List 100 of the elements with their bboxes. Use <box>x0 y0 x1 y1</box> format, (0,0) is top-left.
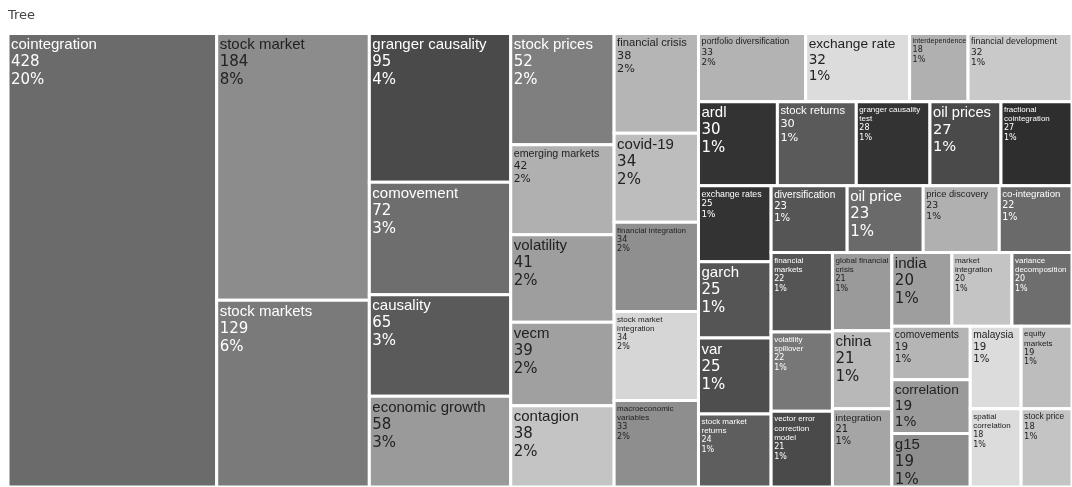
data-label: 32 <box>971 46 983 57</box>
category-label: variance decomposition <box>1014 255 1067 274</box>
data-label: 23 <box>850 204 870 223</box>
data-label: 58 <box>372 414 392 433</box>
category-label: volatility <box>513 236 568 254</box>
text: 1% <box>973 439 986 449</box>
category-label: stock price <box>1024 411 1065 422</box>
data-label: 23 <box>926 198 939 210</box>
text: 1% <box>774 451 787 461</box>
category-label: exchange rates <box>701 188 763 199</box>
text: 1% <box>850 222 874 241</box>
text: 1% <box>894 289 919 308</box>
data-label: 19 <box>973 340 987 352</box>
text: 1% <box>1002 210 1018 222</box>
category-label: diversification <box>774 188 836 200</box>
category-label: vecm <box>513 323 550 341</box>
data-label: 21 <box>774 441 785 451</box>
data-label: 41 <box>513 253 533 272</box>
text: 2% <box>513 271 538 290</box>
text: 1% <box>954 283 968 293</box>
category-label: stock market integration <box>617 314 664 333</box>
category-label: emerging markets <box>513 147 600 160</box>
data-label: 19 <box>894 339 908 352</box>
data-label: 72 <box>372 200 392 219</box>
data-label: 27 <box>1003 123 1015 133</box>
category-label: comovement <box>372 183 460 201</box>
category-label: stock prices <box>513 35 593 53</box>
category-label: ardl <box>701 103 727 121</box>
category-label: var <box>701 339 723 357</box>
text: 1% <box>701 138 726 157</box>
category-label: spatial correlation <box>973 411 1011 431</box>
category-label: oil prices <box>932 104 991 121</box>
category-label: volatility spillover <box>774 335 804 354</box>
category-label: price discovery <box>926 188 989 199</box>
text: 6% <box>219 336 244 355</box>
text: 2% <box>513 172 531 186</box>
data-label: 19 <box>1024 347 1035 357</box>
text: 1% <box>808 67 831 84</box>
category-label: market integration <box>954 255 993 274</box>
category-label: vector error correction model <box>774 414 816 442</box>
category-label: financial markets <box>774 255 804 274</box>
data-label: 20 <box>1014 274 1026 284</box>
data-label: 39 <box>513 340 533 359</box>
data-label: 30 <box>701 120 721 139</box>
text: 4% <box>372 70 397 89</box>
category-label: cointegration <box>11 35 97 53</box>
data-label: 184 <box>219 52 249 71</box>
text: 2% <box>617 431 630 441</box>
data-label: 23 <box>774 200 787 211</box>
category-label: stock returns <box>780 104 846 117</box>
category-label: global financial crisis <box>835 255 889 274</box>
text: 1% <box>926 209 941 221</box>
text: 1% <box>971 57 986 68</box>
text: 1% <box>1024 357 1037 367</box>
data-label: 52 <box>513 52 533 71</box>
category-label: integration <box>835 411 882 423</box>
category-label: stock market <box>219 35 306 53</box>
data-label: 34 <box>617 234 628 244</box>
category-label: comovements <box>894 329 959 341</box>
text: 2% <box>513 70 538 89</box>
category-label: portfolio diversification <box>701 36 790 47</box>
category-label: stock market returns <box>701 417 748 436</box>
text: 1% <box>835 367 860 386</box>
category-label: garch <box>701 263 740 281</box>
text: 1% <box>835 434 852 446</box>
text: 2% <box>513 442 538 461</box>
data-label: 22 <box>774 274 785 284</box>
category-label: malaysia <box>973 329 1014 341</box>
data-label: 25 <box>701 198 713 209</box>
data-label: 34 <box>617 151 637 170</box>
data-label: 28 <box>859 123 870 133</box>
text: 1% <box>701 374 726 393</box>
data-label: 65 <box>372 313 392 332</box>
data-label: 22 <box>1002 199 1015 211</box>
category-label: macroeconomic variables <box>617 403 674 422</box>
category-label: correlation <box>894 382 959 398</box>
data-label: 38 <box>513 424 533 443</box>
data-label: 33 <box>701 46 713 57</box>
text: 1% <box>1003 132 1017 142</box>
text: 3% <box>372 218 397 237</box>
data-label: 129 <box>219 318 249 337</box>
category-label: financial development <box>971 36 1058 47</box>
data-label: 25 <box>701 356 721 375</box>
text: 1% <box>701 298 726 317</box>
category-label: covid-19 <box>617 134 674 152</box>
category-label: contagion <box>513 407 579 425</box>
data-label: 19 <box>894 452 914 471</box>
category-label: financial integration <box>617 225 687 235</box>
data-label: 18 <box>912 44 923 54</box>
category-label: g15 <box>894 435 920 453</box>
category-label: india <box>894 254 928 272</box>
category-label: fractional cointegration <box>1003 104 1050 124</box>
text: Tree <box>7 7 36 23</box>
category-label: granger causality <box>372 35 488 53</box>
text: 2% <box>701 57 716 68</box>
text: 1% <box>932 137 957 155</box>
text: 1% <box>912 54 926 64</box>
text: 2% <box>617 244 630 254</box>
text: 1% <box>701 208 716 219</box>
category-label: oil price <box>850 187 902 205</box>
